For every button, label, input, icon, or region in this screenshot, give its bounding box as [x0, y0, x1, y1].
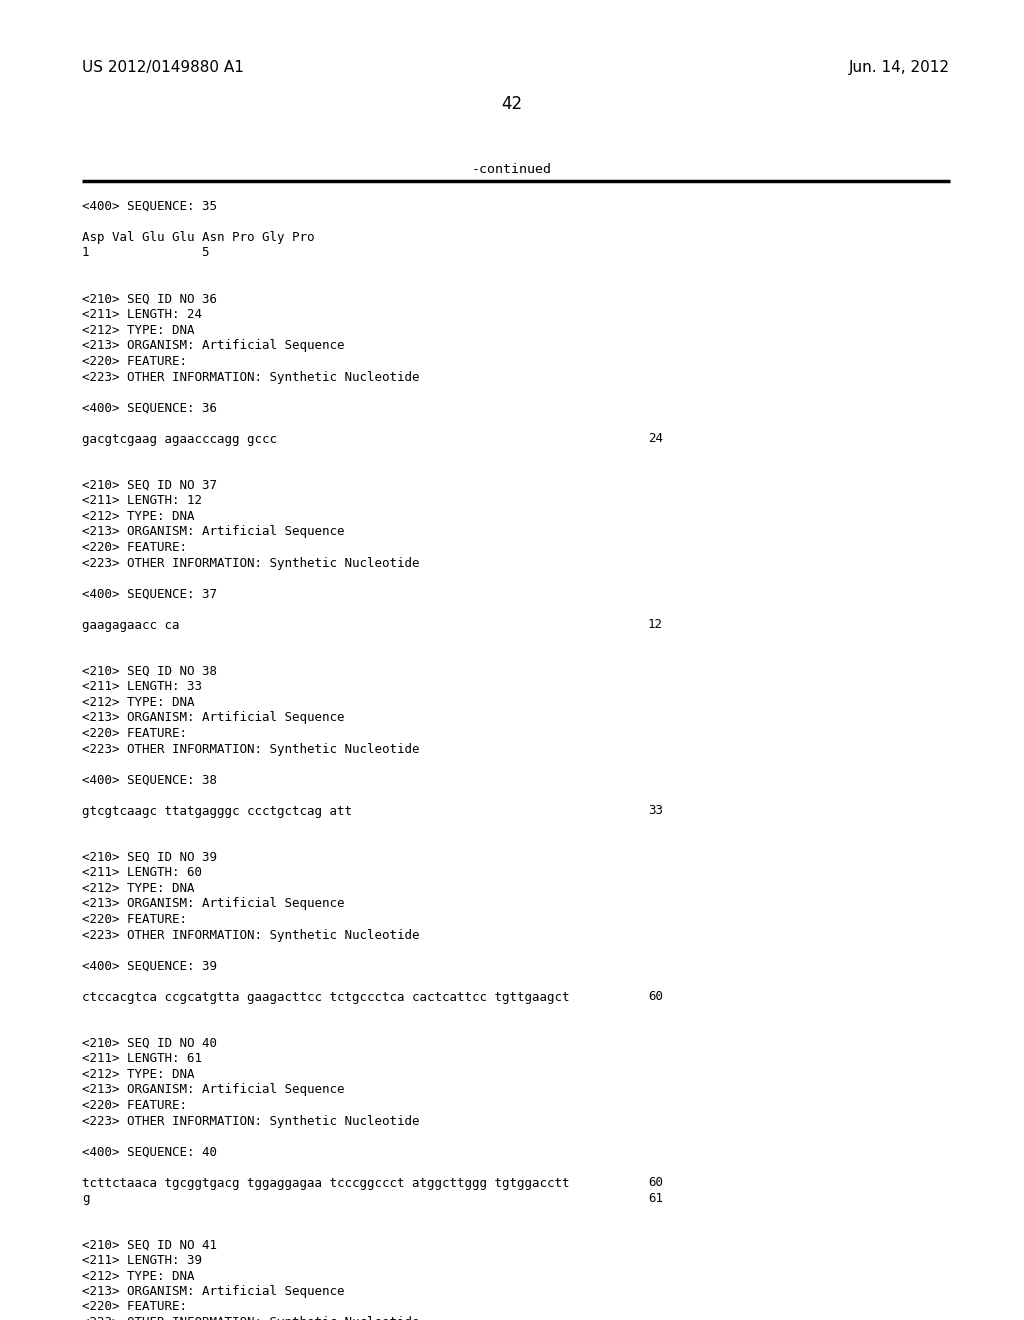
Text: <400> SEQUENCE: 37: <400> SEQUENCE: 37: [82, 587, 217, 601]
Text: Asp Val Glu Glu Asn Pro Gly Pro: Asp Val Glu Glu Asn Pro Gly Pro: [82, 231, 314, 244]
Text: Jun. 14, 2012: Jun. 14, 2012: [849, 59, 950, 75]
Text: 24: 24: [648, 433, 663, 446]
Text: <212> TYPE: DNA: <212> TYPE: DNA: [82, 510, 195, 523]
Text: <213> ORGANISM: Artificial Sequence: <213> ORGANISM: Artificial Sequence: [82, 898, 344, 911]
Text: <223> OTHER INFORMATION: Synthetic Nucleotide: <223> OTHER INFORMATION: Synthetic Nucle…: [82, 742, 420, 755]
Text: 61: 61: [648, 1192, 663, 1205]
Text: 33: 33: [648, 804, 663, 817]
Text: 42: 42: [502, 95, 522, 114]
Text: <210> SEQ ID NO 38: <210> SEQ ID NO 38: [82, 665, 217, 678]
Text: <210> SEQ ID NO 41: <210> SEQ ID NO 41: [82, 1238, 217, 1251]
Text: <223> OTHER INFORMATION: Synthetic Nucleotide: <223> OTHER INFORMATION: Synthetic Nucle…: [82, 557, 420, 569]
Text: <212> TYPE: DNA: <212> TYPE: DNA: [82, 696, 195, 709]
Text: <400> SEQUENCE: 40: <400> SEQUENCE: 40: [82, 1146, 217, 1159]
Text: <400> SEQUENCE: 35: <400> SEQUENCE: 35: [82, 201, 217, 213]
Text: <213> ORGANISM: Artificial Sequence: <213> ORGANISM: Artificial Sequence: [82, 339, 344, 352]
Text: <212> TYPE: DNA: <212> TYPE: DNA: [82, 323, 195, 337]
Text: <220> FEATURE:: <220> FEATURE:: [82, 1100, 187, 1111]
Text: <400> SEQUENCE: 36: <400> SEQUENCE: 36: [82, 401, 217, 414]
Text: <220> FEATURE:: <220> FEATURE:: [82, 727, 187, 741]
Text: 1               5: 1 5: [82, 247, 210, 260]
Text: <211> LENGTH: 60: <211> LENGTH: 60: [82, 866, 202, 879]
Text: <211> LENGTH: 39: <211> LENGTH: 39: [82, 1254, 202, 1267]
Text: <213> ORGANISM: Artificial Sequence: <213> ORGANISM: Artificial Sequence: [82, 1284, 344, 1298]
Text: -continued: -continued: [472, 162, 552, 176]
Text: gacgtcgaag agaacccagg gccc: gacgtcgaag agaacccagg gccc: [82, 433, 278, 446]
Text: <220> FEATURE:: <220> FEATURE:: [82, 541, 187, 554]
Text: <220> FEATURE:: <220> FEATURE:: [82, 913, 187, 927]
Text: US 2012/0149880 A1: US 2012/0149880 A1: [82, 59, 244, 75]
Text: <210> SEQ ID NO 36: <210> SEQ ID NO 36: [82, 293, 217, 306]
Text: <223> OTHER INFORMATION: Synthetic Nucleotide: <223> OTHER INFORMATION: Synthetic Nucle…: [82, 1114, 420, 1127]
Text: gaagagaacc ca: gaagagaacc ca: [82, 619, 179, 631]
Text: <213> ORGANISM: Artificial Sequence: <213> ORGANISM: Artificial Sequence: [82, 711, 344, 725]
Text: <212> TYPE: DNA: <212> TYPE: DNA: [82, 1068, 195, 1081]
Text: 60: 60: [648, 990, 663, 1003]
Text: tcttctaaca tgcggtgacg tggaggagaa tcccggccct atggcttggg tgtggacctt: tcttctaaca tgcggtgacg tggaggagaa tcccggc…: [82, 1176, 569, 1189]
Text: 60: 60: [648, 1176, 663, 1189]
Text: <212> TYPE: DNA: <212> TYPE: DNA: [82, 882, 195, 895]
Text: <220> FEATURE:: <220> FEATURE:: [82, 1300, 187, 1313]
Text: <211> LENGTH: 33: <211> LENGTH: 33: [82, 681, 202, 693]
Text: <223> OTHER INFORMATION: Synthetic Nucleotide: <223> OTHER INFORMATION: Synthetic Nucle…: [82, 1316, 420, 1320]
Text: 12: 12: [648, 619, 663, 631]
Text: gtcgtcaagc ttatgagggc ccctgctcag att: gtcgtcaagc ttatgagggc ccctgctcag att: [82, 804, 352, 817]
Text: <213> ORGANISM: Artificial Sequence: <213> ORGANISM: Artificial Sequence: [82, 1084, 344, 1097]
Text: <210> SEQ ID NO 37: <210> SEQ ID NO 37: [82, 479, 217, 492]
Text: <400> SEQUENCE: 38: <400> SEQUENCE: 38: [82, 774, 217, 787]
Text: g: g: [82, 1192, 89, 1205]
Text: <400> SEQUENCE: 39: <400> SEQUENCE: 39: [82, 960, 217, 973]
Text: <220> FEATURE:: <220> FEATURE:: [82, 355, 187, 368]
Text: <210> SEQ ID NO 39: <210> SEQ ID NO 39: [82, 851, 217, 865]
Text: <212> TYPE: DNA: <212> TYPE: DNA: [82, 1270, 195, 1283]
Text: ctccacgtca ccgcatgtta gaagacttcc tctgccctca cactcattcc tgttgaagct: ctccacgtca ccgcatgtta gaagacttcc tctgccc…: [82, 990, 569, 1003]
Text: <213> ORGANISM: Artificial Sequence: <213> ORGANISM: Artificial Sequence: [82, 525, 344, 539]
Text: <223> OTHER INFORMATION: Synthetic Nucleotide: <223> OTHER INFORMATION: Synthetic Nucle…: [82, 928, 420, 941]
Text: <223> OTHER INFORMATION: Synthetic Nucleotide: <223> OTHER INFORMATION: Synthetic Nucle…: [82, 371, 420, 384]
Text: <211> LENGTH: 24: <211> LENGTH: 24: [82, 309, 202, 322]
Text: <211> LENGTH: 12: <211> LENGTH: 12: [82, 495, 202, 507]
Text: <211> LENGTH: 61: <211> LENGTH: 61: [82, 1052, 202, 1065]
Text: <210> SEQ ID NO 40: <210> SEQ ID NO 40: [82, 1038, 217, 1049]
